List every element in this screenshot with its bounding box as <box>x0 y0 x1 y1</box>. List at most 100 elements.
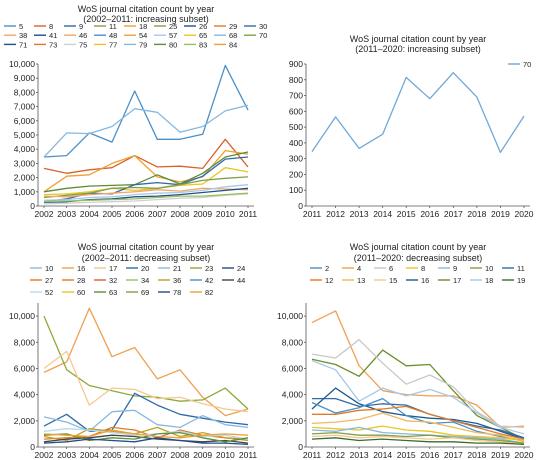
y-tick-label: 0 <box>30 201 35 211</box>
y-tick-label: 9,000 <box>14 73 36 83</box>
series-line-82 <box>43 429 249 439</box>
legend-label: 8 <box>49 22 53 31</box>
legend-label: 44 <box>237 276 245 285</box>
legend-label: 48 <box>109 31 117 40</box>
y-tick-label: 4,000 <box>282 390 304 400</box>
x-tick-label: 2012 <box>326 209 345 219</box>
legend-label: 52 <box>45 288 53 297</box>
legend-label: 70 <box>259 31 267 40</box>
legend-label: 5 <box>19 22 23 31</box>
y-tick-label: 1,000 <box>14 187 36 197</box>
series-line-19 <box>311 437 525 446</box>
legend-label: 18 <box>485 276 493 285</box>
legend-label: 78 <box>173 288 181 297</box>
legend-label: 68 <box>229 31 237 40</box>
legend-label: 13 <box>357 276 365 285</box>
x-tick-label: 2005 <box>103 450 122 460</box>
y-tick-label: 0 <box>30 442 35 452</box>
legend-label: 29 <box>229 22 237 31</box>
legend-label: 36 <box>173 276 181 285</box>
x-tick-label: 2013 <box>350 450 369 460</box>
legend-label: 11 <box>109 22 117 31</box>
legend-label: 30 <box>259 22 267 31</box>
legend-label: 6 <box>389 264 393 273</box>
y-tick-label: 0 <box>298 442 303 452</box>
series-line-77 <box>43 167 249 196</box>
legend-label: 10 <box>45 264 53 273</box>
legend-label: 80 <box>169 40 177 49</box>
series-line-10 <box>43 409 249 432</box>
x-tick-label: 2010 <box>216 209 235 219</box>
y-tick-label: 3,000 <box>14 158 36 168</box>
series-line-11 <box>43 176 249 199</box>
chart-title: WoS journal citation count by year <box>78 4 214 14</box>
series-line-8 <box>43 138 249 174</box>
y-tick-label: 2,000 <box>14 173 36 183</box>
chart-panel-2: WoS journal citation count by year(2011–… <box>289 34 534 219</box>
series-line-5 <box>43 64 249 158</box>
y-tick-label: 600 <box>289 106 303 116</box>
legend-label: 17 <box>109 264 117 273</box>
x-tick-label: 2007 <box>148 450 167 460</box>
x-tick-label: 2008 <box>171 209 190 219</box>
x-tick-label: 2003 <box>57 209 76 219</box>
x-tick-label: 2010 <box>216 450 235 460</box>
legend-label: 42 <box>205 276 213 285</box>
series-line-70 <box>311 72 525 154</box>
chart-title: WoS journal citation count by year <box>78 242 214 252</box>
legend-label: 83 <box>199 40 207 49</box>
series-line-63 <box>43 431 249 443</box>
series-line-16 <box>311 387 525 440</box>
legend-label: 23 <box>205 264 213 273</box>
legend-label: 26 <box>199 22 207 31</box>
y-tick-label: 10,000 <box>9 311 35 321</box>
y-tick-label: 5,000 <box>14 130 36 140</box>
series-line-17 <box>43 350 249 413</box>
series-line-78 <box>43 437 249 446</box>
y-tick-label: 2,000 <box>282 416 304 426</box>
x-tick-label: 2012 <box>326 450 345 460</box>
legend-label: 15 <box>389 276 397 285</box>
legend-label: 24 <box>237 264 245 273</box>
x-tick-label: 2011 <box>239 450 258 460</box>
x-tick-label: 2009 <box>193 450 212 460</box>
x-tick-label: 2004 <box>80 209 99 219</box>
y-tick-label: 10,000 <box>277 311 303 321</box>
legend-label: 28 <box>77 276 85 285</box>
legend-label: 32 <box>109 276 117 285</box>
x-tick-label: 2015 <box>397 209 416 219</box>
x-tick-label: 2011 <box>239 209 258 219</box>
legend-label: 63 <box>109 288 117 297</box>
legend-label: 73 <box>49 40 57 49</box>
x-tick-label: 2018 <box>467 450 486 460</box>
x-tick-label: 2013 <box>350 209 369 219</box>
chart-subtitle: (2011–2020: increasing subset) <box>355 44 480 54</box>
legend-label: 11 <box>517 264 525 273</box>
y-tick-label: 8,000 <box>14 87 36 97</box>
legend-label: 41 <box>49 31 57 40</box>
x-tick-label: 2006 <box>125 209 144 219</box>
legend-label: 84 <box>229 40 237 49</box>
y-tick-label: 700 <box>289 91 303 101</box>
x-tick-label: 2002 <box>35 450 54 460</box>
series-line-57 <box>43 184 249 201</box>
legend-label: 27 <box>45 276 53 285</box>
y-tick-label: 900 <box>289 59 303 69</box>
y-tick-label: 0 <box>298 201 303 211</box>
legend-label: 69 <box>141 288 149 297</box>
y-tick-label: 100 <box>289 185 303 195</box>
x-tick-label: 2017 <box>444 209 463 219</box>
legend-label: 54 <box>139 31 147 40</box>
x-tick-label: 2011 <box>303 450 322 460</box>
y-tick-label: 8,000 <box>14 337 36 347</box>
y-tick-label: 6,000 <box>282 363 304 373</box>
x-tick-label: 2007 <box>148 209 167 219</box>
x-tick-label: 2015 <box>397 450 416 460</box>
series-line-17 <box>311 349 525 440</box>
x-tick-label: 2020 <box>515 450 534 460</box>
legend-label: 16 <box>77 264 85 273</box>
x-tick-label: 2004 <box>80 450 99 460</box>
y-tick-label: 8,000 <box>282 337 304 347</box>
x-tick-label: 2014 <box>373 209 392 219</box>
legend-label: 16 <box>421 276 429 285</box>
